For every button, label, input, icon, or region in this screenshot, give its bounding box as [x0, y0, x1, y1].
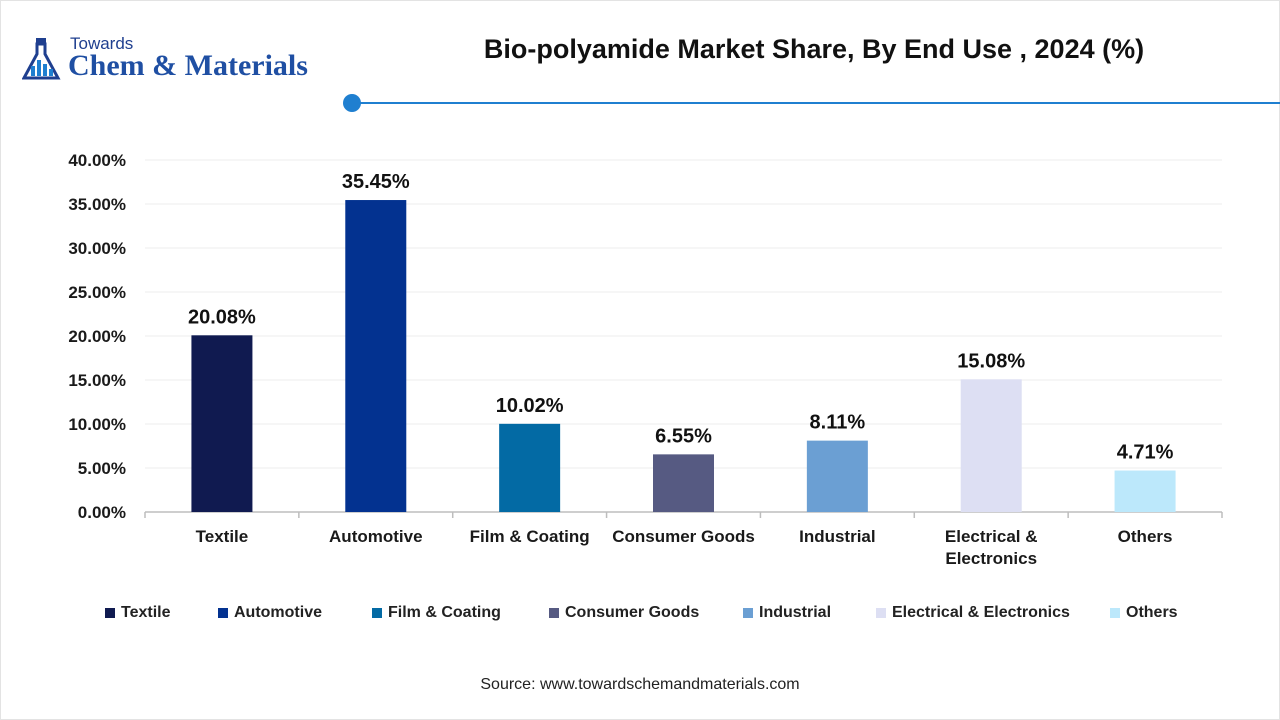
legend-label: Textile [121, 604, 171, 621]
legend-item: Consumer Goods [549, 604, 699, 622]
data-label: 10.02% [496, 395, 564, 417]
brand-logo: Towards Chem & Materials [22, 34, 342, 86]
x-tick-label: Textile [196, 527, 249, 546]
y-tick-label: 35.00% [68, 195, 126, 214]
title-rule [352, 102, 1280, 104]
x-tick-label: Consumer Goods [612, 527, 755, 546]
bar-textile [191, 335, 253, 512]
x-tick-label: Industrial [799, 527, 876, 546]
data-label: 20.08% [188, 306, 256, 328]
x-tick-label: Electrical & [945, 527, 1038, 546]
bar-electrical-electronics [960, 379, 1022, 512]
legend-swatch [549, 608, 559, 618]
y-tick-label: 25.00% [68, 283, 126, 302]
title-rule-dot [343, 94, 361, 112]
brand-name: Chem & Materials [68, 49, 308, 82]
legend-swatch [743, 608, 753, 618]
data-label: 6.55% [655, 425, 712, 447]
data-label: 8.11% [810, 412, 866, 434]
y-tick-label: 5.00% [78, 459, 126, 478]
y-tick-label: 10.00% [68, 415, 126, 434]
x-tick-label: Film & Coating [470, 527, 590, 546]
legend-swatch [372, 608, 382, 618]
legend-swatch [218, 608, 228, 618]
y-tick-label: 30.00% [68, 239, 126, 258]
legend-swatch [876, 608, 886, 618]
bar-industrial [806, 440, 868, 512]
x-tick-label: Automotive [329, 527, 423, 546]
source-note: Source: www.towardschemandmaterials.com [480, 676, 800, 693]
legend-swatch [1110, 608, 1120, 618]
y-tick-label: 20.00% [68, 327, 126, 346]
x-tick-label: Electronics [945, 549, 1037, 568]
legend-label: Industrial [759, 604, 832, 621]
chart-legend: Textile Automotive Film & Coating Consumer … [100, 604, 1200, 626]
data-label: 15.08% [957, 350, 1025, 372]
y-tick-label: 15.00% [68, 371, 126, 390]
legend-label: Others [1126, 604, 1178, 621]
legend-swatch [105, 608, 115, 618]
bar-others [1114, 470, 1176, 512]
bar-consumer-goods [653, 454, 714, 512]
legend-item: Film & Coating [372, 604, 501, 622]
y-tick-label: 40.00% [68, 151, 126, 170]
data-label: 35.45% [342, 171, 410, 193]
legend-item: Electrical & Electronics [876, 604, 1070, 622]
legend-item: Others [1110, 604, 1178, 622]
legend-label: Consumer Goods [565, 604, 700, 621]
legend-item: Automotive [218, 604, 322, 622]
flask-chart-icon [22, 38, 61, 80]
legend-label: Film & Coating [388, 604, 501, 621]
bar-chart: 0.00% 5.00% 10.00% 15.00% 20.00% 25.00% 30.00%… [68, 151, 1223, 568]
y-tick-label: 0.00% [78, 503, 126, 522]
legend-label: Electrical & Electronics [892, 604, 1070, 621]
data-label: 4.71% [1117, 442, 1174, 464]
bar-automotive [345, 200, 407, 513]
legend-item: Textile [105, 604, 171, 622]
chart-title: Bio-polyamide Market Share, By End Use ,… [483, 34, 1145, 64]
brand-top-text: Towards [70, 34, 134, 53]
legend-item: Industrial [743, 604, 831, 622]
legend-label: Automotive [234, 604, 322, 621]
bar-film-coating [499, 423, 561, 512]
x-tick-label: Others [1118, 527, 1173, 546]
